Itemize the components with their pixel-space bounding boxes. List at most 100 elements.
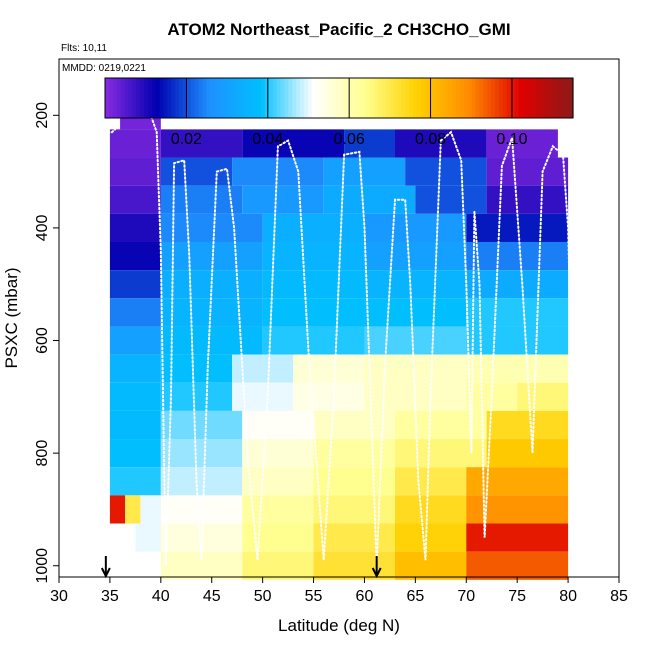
colorbar-swatch (132, 78, 137, 118)
heatmap-cell (395, 495, 467, 524)
heatmap-cell (262, 241, 365, 271)
colorbar-swatch (549, 78, 555, 118)
y-tick-label: 800 (34, 440, 51, 467)
colorbar-swatch (229, 78, 235, 118)
colorbar-swatch (124, 78, 129, 118)
heatmap-cell (242, 523, 314, 552)
colorbar-swatch (463, 78, 469, 118)
heatmap-cell (466, 523, 569, 552)
colorbar-swatch (506, 78, 512, 118)
x-tick-label: 55 (305, 588, 323, 605)
x-tick-label: 50 (254, 588, 272, 605)
colorbar-swatch (518, 78, 523, 118)
colorbar-swatch (448, 78, 453, 118)
colorbar-swatch (420, 78, 426, 118)
colorbar-swatch (210, 78, 215, 118)
colorbar-swatch (339, 78, 344, 118)
heatmap-cell (466, 495, 569, 524)
y-tick-label: 600 (34, 327, 51, 354)
colorbar-swatch (456, 78, 461, 118)
colorbar-swatch (151, 78, 157, 118)
x-tick-label: 30 (50, 588, 68, 605)
colorbar-swatch (526, 78, 531, 118)
colorbar-swatch (557, 78, 562, 118)
colorbar-swatch (264, 78, 270, 118)
colorbar-swatch (128, 78, 133, 118)
colorbar-swatch (268, 78, 274, 118)
colorbar-swatch (218, 78, 223, 118)
colorbar-swatch (393, 78, 399, 118)
colorbar-tick-label: 0.10 (496, 131, 527, 148)
heatmap-cell (486, 439, 569, 468)
x-axis-label: Latitude (deg N) (278, 616, 400, 635)
colorbar-swatch (483, 78, 488, 118)
heatmap-cell (466, 551, 569, 580)
dates-note: MMDD: 0219,0221 (62, 63, 146, 74)
colorbar-swatch (534, 78, 539, 118)
colorbar-swatch (467, 78, 473, 118)
heatmap-cell (109, 185, 161, 214)
colorbar-swatch (155, 78, 161, 118)
heatmap-cell (109, 326, 161, 355)
arrow-markers (100, 556, 382, 579)
x-tick-label: 60 (356, 588, 374, 605)
colorbar-swatch (413, 78, 418, 118)
colorbar-swatch (495, 78, 500, 118)
heatmap-cell (466, 326, 569, 355)
colorbar-swatch (315, 78, 321, 118)
heatmap-cell (160, 129, 243, 158)
colorbar-tick-label: 0.04 (252, 131, 283, 148)
heatmap-cell (160, 467, 243, 496)
flight-track (106, 113, 574, 566)
colorbar-swatch (171, 78, 176, 118)
colorbar-swatch (409, 78, 414, 118)
colorbar-swatch (397, 78, 402, 118)
heatmap-cell (395, 551, 467, 580)
y-tick-label: 200 (34, 102, 51, 129)
colorbar-swatch (136, 78, 141, 118)
heatmap-cell (466, 270, 569, 299)
heatmap-cell (364, 270, 467, 299)
colorbar-swatch (358, 78, 363, 118)
heatmap-cell (293, 382, 365, 411)
heatmap-cell (486, 185, 569, 214)
colorbar-swatch (241, 78, 246, 118)
colorbar-frame (104, 77, 574, 119)
x-axis: 30 35 40 45 50 55 60 65 70 75 80 85 (50, 577, 628, 605)
colorbar-swatch (292, 78, 297, 118)
colorbar-swatch (183, 78, 188, 118)
colorbar-swatch (436, 78, 441, 118)
heatmap-cell (242, 439, 314, 468)
colorbar-swatch (280, 78, 285, 118)
heatmap-cell (313, 523, 395, 552)
heatmap-cell (109, 157, 161, 186)
colorbar-swatch (198, 78, 204, 118)
colorbar-swatch (522, 78, 527, 118)
heatmap-cell (242, 410, 314, 440)
colorbar-swatch (105, 78, 110, 118)
heatmap-cell (109, 410, 161, 440)
colorbar-swatch (194, 78, 200, 118)
colorbar-tick-label: 0.02 (171, 131, 202, 148)
heatmap-cell (160, 213, 263, 242)
heatmap-cell (313, 410, 395, 440)
colorbar-swatch (307, 78, 313, 118)
colorbar-swatch (366, 78, 371, 118)
heatmap-cell (109, 298, 161, 327)
colorbar-swatch (214, 78, 219, 118)
heatmap-cell (364, 298, 467, 327)
heatmap-cell (415, 185, 487, 214)
colorbar-tick-label: 0.06 (334, 131, 365, 148)
heatmap-cell (232, 382, 294, 411)
colorbar-swatch (288, 78, 293, 118)
colorbar-swatch (479, 78, 484, 118)
colorbar-swatch (179, 78, 184, 118)
heatmap-cell (242, 185, 324, 214)
arrow-head (100, 567, 111, 579)
colorbar-swatch (378, 78, 383, 118)
heatmap-cell (323, 157, 406, 186)
colorbar-swatch (233, 78, 239, 118)
heatmap-cell (109, 467, 161, 496)
heatmap-cell (313, 439, 395, 468)
